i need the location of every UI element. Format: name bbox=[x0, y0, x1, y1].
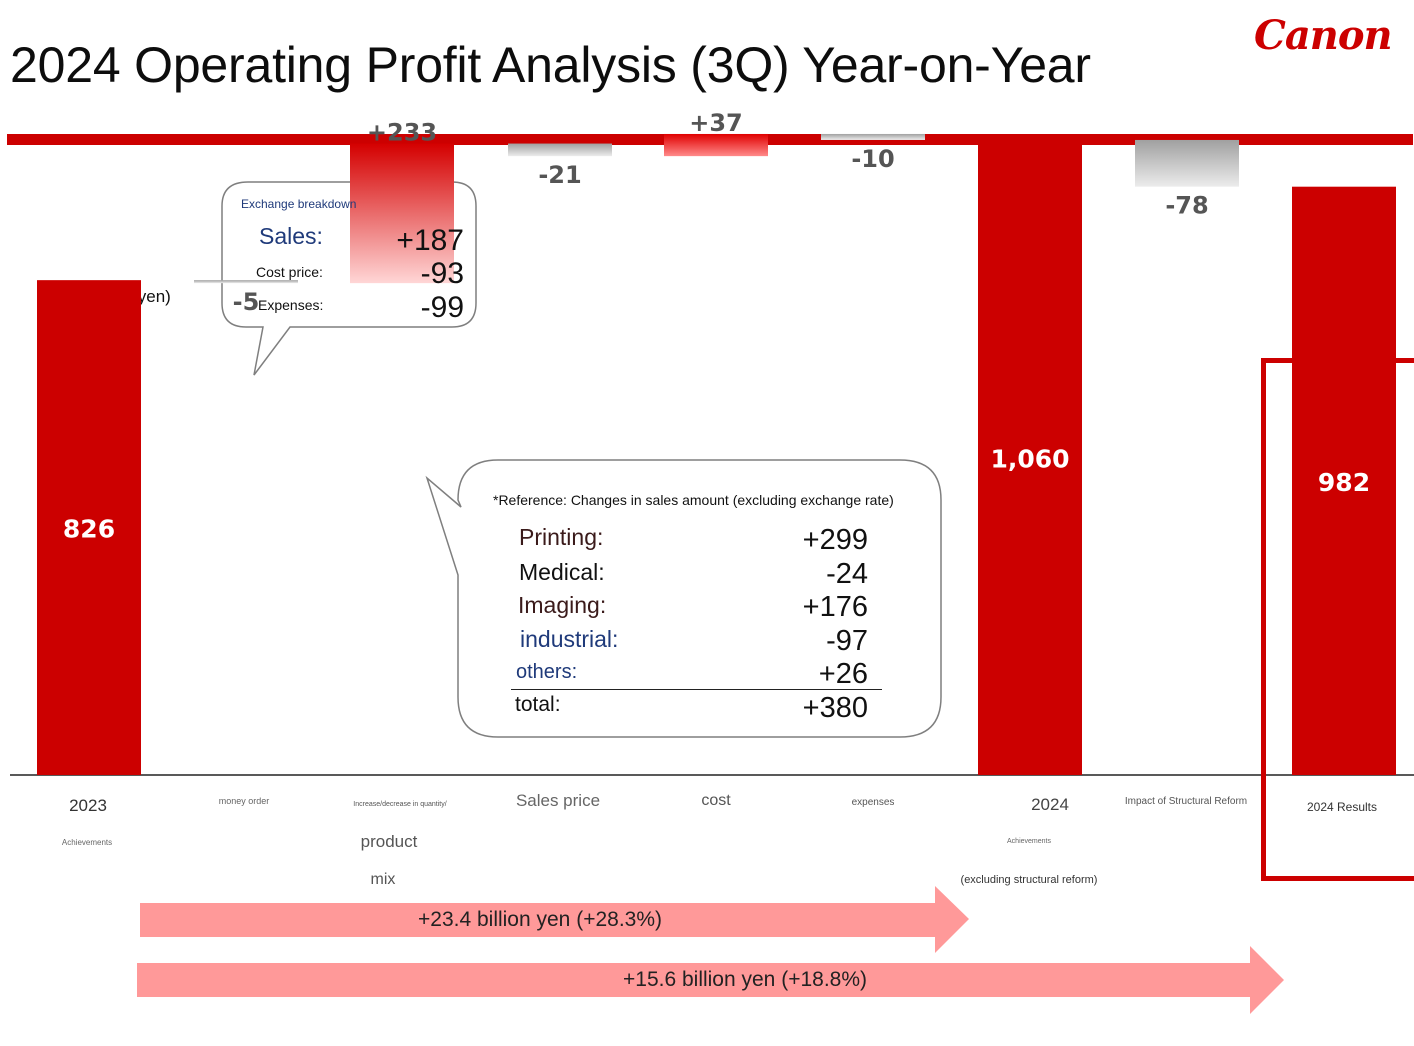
category-2024-sub2: (excluding structural reform) bbox=[960, 874, 1098, 886]
category-results: 2024 Results bbox=[1306, 800, 1378, 814]
ref-total-label: total: bbox=[515, 693, 561, 716]
growth-arrow-second bbox=[137, 946, 1284, 1014]
bar-label-7: -78 bbox=[1165, 192, 1208, 220]
bar-label-8: 982 bbox=[1318, 468, 1370, 497]
ref-medical-label: Medical: bbox=[519, 559, 605, 585]
ref-industrial-label: industrial: bbox=[520, 626, 619, 652]
page-title: 2024 Operating Profit Analysis (3Q) Year… bbox=[10, 37, 1091, 93]
bar-label-5: -10 bbox=[851, 145, 894, 173]
fx-cost-label: Cost price: bbox=[256, 264, 323, 280]
category-2023-sub: Achievements bbox=[61, 838, 113, 847]
bar-label-1: -5 bbox=[233, 288, 260, 316]
fx-expenses-value: -99 bbox=[420, 291, 464, 324]
ref-industrial-value: -97 bbox=[826, 625, 868, 657]
bar-label-2: +233 bbox=[367, 119, 437, 147]
category-reform: Impact of Structural Reform bbox=[1124, 796, 1248, 807]
fx-cost-value: -93 bbox=[420, 257, 464, 290]
bar-8 bbox=[1292, 186, 1396, 775]
fx-expenses-label: Expenses: bbox=[258, 297, 324, 313]
bar-label-0: 826 bbox=[63, 515, 115, 544]
bar-label-3: -21 bbox=[538, 161, 581, 189]
ref-imaging-label: Imaging: bbox=[518, 592, 607, 618]
bar-1 bbox=[194, 280, 298, 284]
growth-arrow-first bbox=[140, 886, 969, 953]
bar-3 bbox=[508, 143, 612, 157]
ref-total-value: +380 bbox=[802, 692, 868, 724]
fx-sales-value: +187 bbox=[396, 224, 464, 257]
bar-label-6: 1,060 bbox=[990, 444, 1069, 473]
bar-0 bbox=[37, 280, 141, 775]
exchange-breakdown-title: Exchange breakdown bbox=[241, 197, 357, 211]
category-expenses: expenses bbox=[851, 797, 895, 808]
chart-bars bbox=[37, 133, 1396, 776]
growth-arrow-second-label: +15.6 billion yen (+18.8%) bbox=[623, 968, 867, 991]
canon-logo: Canon bbox=[1254, 12, 1393, 59]
ref-printing-value: +299 bbox=[802, 524, 868, 556]
fx-sales-label: Sales: bbox=[259, 223, 323, 249]
bar-2 bbox=[350, 143, 454, 284]
category-fx: money order bbox=[218, 796, 270, 806]
category-price: Sales price bbox=[515, 791, 601, 810]
category-cost: cost bbox=[701, 792, 731, 809]
bar-4 bbox=[664, 133, 768, 157]
chart-bar-labels: 826 -5 +233 -21 +37 -10 1,060 -78 982 bbox=[63, 109, 1370, 544]
ref-printing-label: Printing: bbox=[519, 524, 604, 550]
ref-others-label: others: bbox=[516, 661, 578, 683]
ref-imaging-value: +176 bbox=[802, 591, 868, 623]
category-2023: 2023 bbox=[69, 796, 107, 815]
bar-7 bbox=[1135, 139, 1239, 187]
reference-title: *Reference: Changes in sales amount (exc… bbox=[493, 492, 894, 508]
growth-arrow-first-label: +23.4 billion yen (+28.3%) bbox=[418, 908, 662, 931]
ref-others-value: +26 bbox=[818, 658, 868, 690]
bar-6 bbox=[978, 139, 1082, 776]
category-2024: 2024 bbox=[1031, 795, 1069, 814]
reference-callout-bubble bbox=[425, 459, 942, 738]
ref-medical-value: -24 bbox=[826, 558, 868, 590]
category-volume-sub1: product bbox=[360, 832, 418, 851]
bar-5 bbox=[821, 133, 925, 140]
category-volume-sub2: mix bbox=[370, 871, 396, 888]
category-2024-sub: Achievements bbox=[1007, 838, 1051, 845]
results-highlight-box bbox=[1261, 358, 1414, 881]
bar-label-4: +37 bbox=[689, 109, 743, 137]
category-volume: Increase/decrease in quantity/ bbox=[353, 801, 447, 808]
reference-total-divider bbox=[511, 689, 882, 690]
